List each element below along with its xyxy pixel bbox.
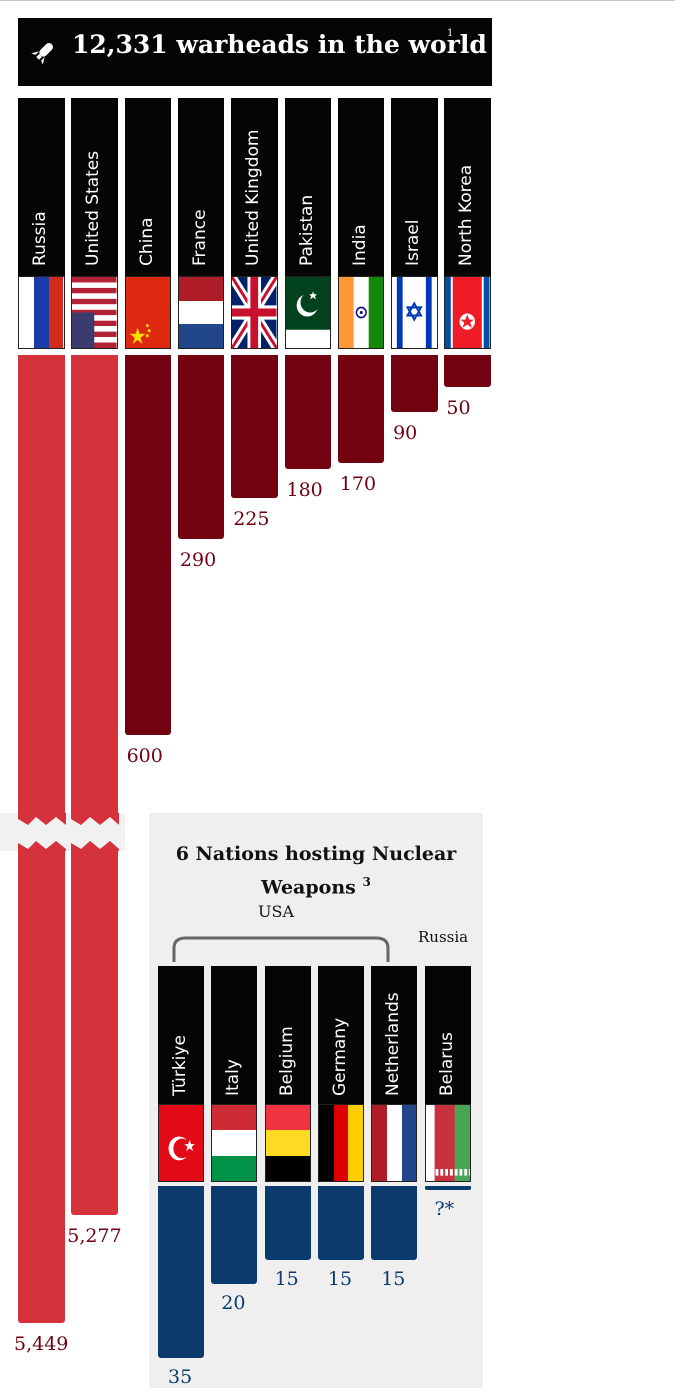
bar <box>371 1186 418 1260</box>
bar-value-label: 225 <box>233 507 270 530</box>
hosting-country-label: Germany <box>329 1017 350 1096</box>
usa-label: USA <box>258 902 294 921</box>
bar-value-label: 15 <box>274 1267 299 1290</box>
bar <box>264 1186 311 1260</box>
country-column: North Korea <box>444 98 491 276</box>
hosting-country-label: Türkiye <box>170 1035 190 1096</box>
country-label: North Korea <box>456 164 477 266</box>
country-label: Russia <box>30 211 50 266</box>
belgium-flag-icon <box>264 1104 311 1182</box>
top-divider <box>0 0 675 1</box>
hosting-country-label: Belarus <box>436 1032 457 1096</box>
bar <box>211 1186 258 1285</box>
country-label: France <box>189 209 210 266</box>
bar <box>391 355 438 412</box>
russia-label: Russia <box>418 928 469 946</box>
bar-value-label: 5,449 <box>14 1333 69 1355</box>
united-kingdom-flag-icon <box>231 276 278 349</box>
belarus-flag-icon <box>424 1104 471 1182</box>
country-label: China <box>136 217 157 266</box>
bar <box>337 355 385 463</box>
axis-break <box>0 813 125 851</box>
bar <box>158 1186 204 1358</box>
bar <box>317 1186 364 1260</box>
country-column: Israel <box>391 98 438 276</box>
hosting-footnote: 3 <box>362 875 371 889</box>
hosting-country-label: Netherlands <box>383 992 404 1096</box>
india-flag-icon <box>337 276 385 349</box>
north-korea-flag-icon <box>444 276 491 349</box>
country-label: India <box>349 224 370 266</box>
israel-flag-icon <box>391 276 438 349</box>
germany-flag-icon <box>317 1104 364 1182</box>
bar-value-label: 290 <box>179 548 217 571</box>
bar <box>124 355 172 735</box>
hosting-country-column: Belarus <box>424 966 471 1104</box>
bar <box>424 1186 471 1190</box>
bar-value-label: 15 <box>381 1267 406 1290</box>
italy-flag-icon <box>211 1104 258 1182</box>
bar <box>231 355 278 498</box>
bar-value-label: 180 <box>286 479 323 501</box>
chart-title: 12,331 warheads in the world <box>72 30 487 59</box>
missile-icon <box>31 43 53 65</box>
hosting-title-text: 6 Nations hosting Nuclear Weapons <box>175 843 457 899</box>
united-states-flag-icon <box>71 276 118 349</box>
bar-value-label: 5,277 <box>67 1225 122 1247</box>
bar-value-label: 50 <box>446 396 471 419</box>
china-flag-icon <box>124 276 172 349</box>
bar <box>284 355 331 469</box>
country-column: France <box>177 98 225 276</box>
bar <box>177 355 225 539</box>
france-flag-icon <box>177 276 225 349</box>
hosting-country-label: Belgium <box>276 1026 297 1096</box>
hosting-country-column: Italy <box>211 966 258 1104</box>
country-column: United States <box>71 98 118 276</box>
country-label: United Kingdom <box>243 129 264 266</box>
bar <box>444 355 491 387</box>
hosting-country-column: Netherlands <box>371 966 418 1104</box>
bar-value-label: 15 <box>327 1267 353 1290</box>
title-footnote: 1 <box>447 28 454 39</box>
country-column: China <box>124 98 172 276</box>
country-label: Israel <box>403 219 424 266</box>
country-column: United Kingdom <box>231 98 278 276</box>
bar-value-label: 170 <box>339 472 377 495</box>
hosting-country-column: Türkiye <box>158 966 204 1104</box>
pakistan-flag-icon <box>284 276 331 349</box>
country-column: Russia <box>18 98 65 276</box>
country-label: Pakistan <box>296 194 317 266</box>
usa-bracket <box>172 936 390 962</box>
bar-value-label: ?* <box>434 1198 455 1220</box>
bar-value-label: 90 <box>393 422 418 444</box>
bar <box>71 355 118 1215</box>
hosting-country-label: Italy <box>223 1059 244 1096</box>
chart-title-bar <box>18 18 492 86</box>
netherlands-flag-icon <box>371 1104 418 1182</box>
hosting-country-column: Belgium <box>264 966 311 1104</box>
country-column: Pakistan <box>284 98 331 276</box>
country-column: India <box>337 98 385 276</box>
bar-value-label: 20 <box>221 1292 246 1315</box>
türkiye-flag-icon <box>158 1104 204 1182</box>
hosting-country-column: Germany <box>317 966 364 1104</box>
bar-value-label: 35 <box>168 1366 193 1388</box>
russia-flag-icon <box>18 276 65 349</box>
hosting-title: 6 Nations hosting Nuclear Weapons 3 <box>149 840 483 901</box>
bar-value-label: 600 <box>126 745 163 767</box>
country-label: United States <box>83 150 104 266</box>
